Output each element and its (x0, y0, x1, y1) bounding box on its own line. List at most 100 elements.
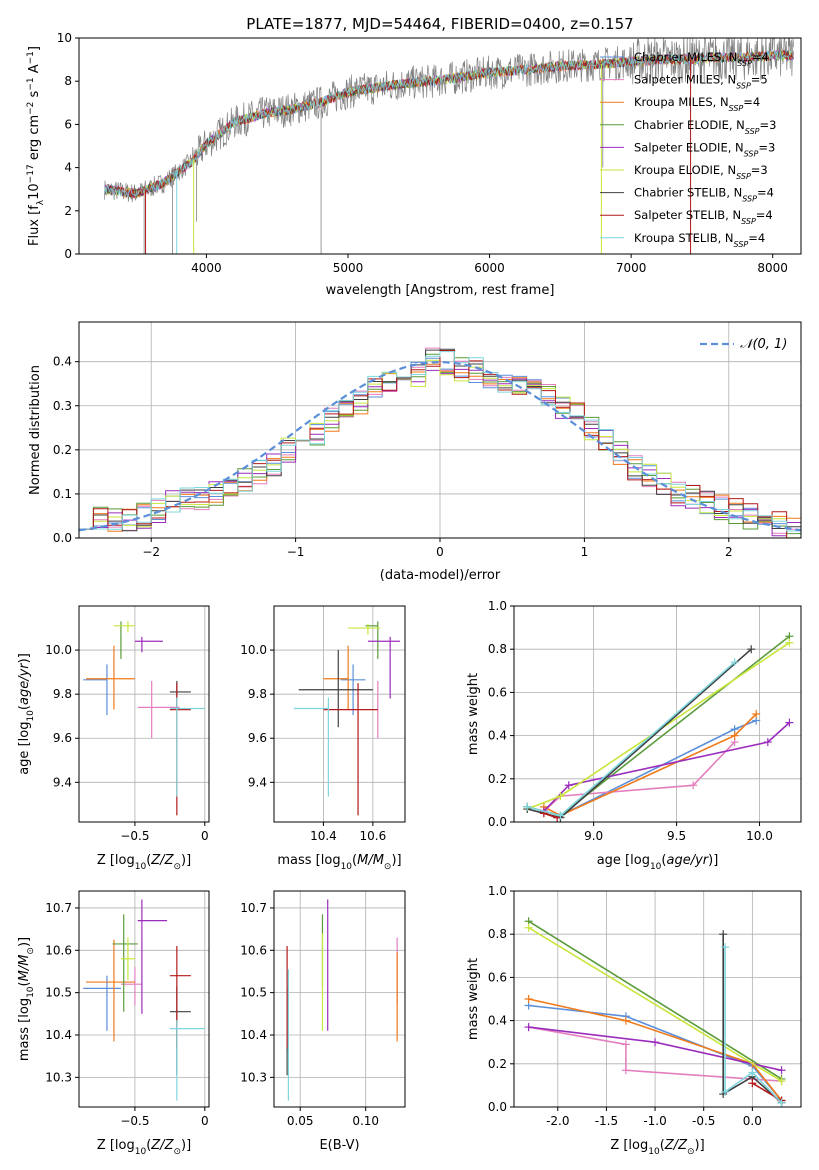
label-part: 10 (135, 862, 147, 872)
legend-label-main: Kroupa MILES, N (634, 95, 729, 109)
grid (79, 891, 209, 1107)
x-tick-label: -1.5 (595, 1114, 618, 1128)
label-part: s (27, 90, 42, 101)
x-axis-label: (data-model)/error (380, 568, 501, 583)
weight-marker (523, 802, 532, 811)
y-tick-label: 0.4 (53, 355, 72, 369)
x-tick-label: 10.0 (746, 829, 773, 843)
y-axis-label: mass weight (466, 673, 481, 755)
data-point-3 (112, 914, 138, 1012)
label-part: age/yr (17, 662, 32, 705)
x-tick-label: −0.5 (120, 829, 149, 843)
panel-age-vs-metallicity: −0.5 09.49.69.810.0Z [log10(Z/Z⊙)]age [lo… (17, 605, 210, 872)
axes-frame (78, 321, 802, 539)
legend-label: Kroupa ELODIE, NSSP=3 (634, 163, 768, 181)
y-axis-label: age [log10(age/yr)] (17, 653, 36, 775)
panel-spectrum: 4000 5000 6000 7000 8000 0 2 4 6 8 10 Chabrier MILE… (26, 31, 802, 298)
label-part: Z [log (610, 1138, 648, 1153)
legend-label-tail: =3 (758, 140, 775, 154)
panel-mass-weight-vs-age: 9.0 9.5 10.0 0.0 0.2 0.4 0.6 0.8 1.0 age [log10(a… (466, 599, 802, 872)
label-part: mass [log (277, 853, 340, 868)
weight-marker (524, 995, 533, 1003)
label-part: ( (17, 705, 32, 710)
axes-frame (513, 890, 802, 1108)
plot-area (524, 917, 786, 1107)
label-part: age/yr (666, 853, 709, 868)
label-part: Flux [f (27, 205, 42, 246)
gaussian-reference-curve (79, 360, 801, 532)
label-part: ] (27, 46, 42, 51)
legend-label-main: Salpeter MILES, N (634, 73, 736, 87)
weight-marker (621, 1066, 630, 1075)
data-point-0 (83, 975, 121, 1031)
figure-title: PLATE=1877, MJD=54464, FIBERID=0400, z=0… (246, 15, 633, 33)
weight-marker (721, 1087, 730, 1096)
weight-marker (556, 811, 565, 820)
legend-label-sub: SSP (736, 81, 751, 90)
histogram-step-7 (79, 350, 801, 538)
weight-marker (651, 1038, 660, 1047)
label-part: 10 (648, 1147, 660, 1157)
plot-area (286, 899, 398, 1101)
label-part: −2 (26, 102, 36, 115)
y-tick-label: 9.8 (248, 687, 267, 701)
y-tick-label: 10.3 (240, 1070, 267, 1084)
y-axis-label: mass weight (466, 958, 481, 1040)
label-part: )] (181, 1138, 191, 1153)
x-axis-label: wavelength [Angstrom, rest frame] (326, 283, 555, 298)
legend-label: Chabrier STELIB, NSSP=4 (634, 186, 774, 204)
weight-line-5 (528, 927, 782, 1082)
y-tick-label: 10.7 (240, 901, 267, 915)
weight-marker (748, 1068, 757, 1077)
legend-label-main: Kroupa STELIB, N (634, 231, 734, 245)
label-part: )] (391, 853, 401, 868)
y-tick-label: 9.6 (53, 731, 72, 745)
weight-marker (524, 923, 533, 932)
data-point-8 (169, 1020, 205, 1101)
x-axis-label: E(B-V) (319, 1138, 359, 1153)
weight-line-6 (722, 934, 783, 1104)
weight-marker (747, 645, 756, 654)
label-part: age [log (597, 853, 650, 868)
legend-label-tail: =4 (743, 95, 760, 109)
label-part: 10 (27, 183, 42, 200)
x-tick-label: 1 (581, 545, 589, 559)
grid (274, 606, 405, 822)
y-tick-label: 2 (64, 204, 72, 218)
axes-frame (78, 890, 210, 1108)
x-tick-label: −0.5 (120, 1114, 149, 1128)
x-tick-label: 10.6 (360, 829, 387, 843)
x-tick-label: −1 (287, 545, 305, 559)
data-point-1 (120, 967, 142, 1006)
weight-line-2 (528, 998, 783, 1101)
legend-label-sub: SSP (742, 194, 757, 203)
legend-label-sub: SSP (737, 59, 752, 68)
legend-label-main: Chabrier MILES, N (634, 50, 737, 64)
data-point-2 (85, 939, 135, 1042)
y-tick-label: 0.6 (488, 685, 507, 699)
data-point-3 (365, 621, 379, 659)
plot-area (523, 632, 794, 822)
label-part: 10 (650, 862, 662, 872)
x-axis-label: age [log10(age/yr)] (597, 853, 719, 872)
label-part: )] (695, 1138, 705, 1153)
y-tick-label: 0.8 (488, 642, 507, 656)
weight-marker (752, 710, 761, 718)
axes-frame (273, 605, 406, 823)
y-tick-label: 0.2 (488, 772, 507, 786)
label-part: Z/Z (664, 1138, 688, 1153)
data-point-6 (298, 650, 373, 728)
grid (274, 891, 405, 1107)
label-part: age [log (17, 722, 32, 775)
y-tick-label: 10.0 (240, 643, 267, 657)
x-tick-label: 0.10 (352, 1114, 379, 1128)
x-tick-label: 0.05 (287, 1114, 314, 1128)
label-part: λ (36, 199, 46, 205)
legend-label-sub: SSP (745, 126, 760, 135)
data-point-5 (348, 623, 381, 635)
x-tick-label: 4000 (191, 261, 222, 275)
legend-label: Salpeter STELIB, NSSP=4 (634, 208, 773, 226)
label-part: Z/Z (150, 1138, 174, 1153)
weight-line-8 (724, 947, 783, 1104)
label-part: )] (181, 853, 191, 868)
